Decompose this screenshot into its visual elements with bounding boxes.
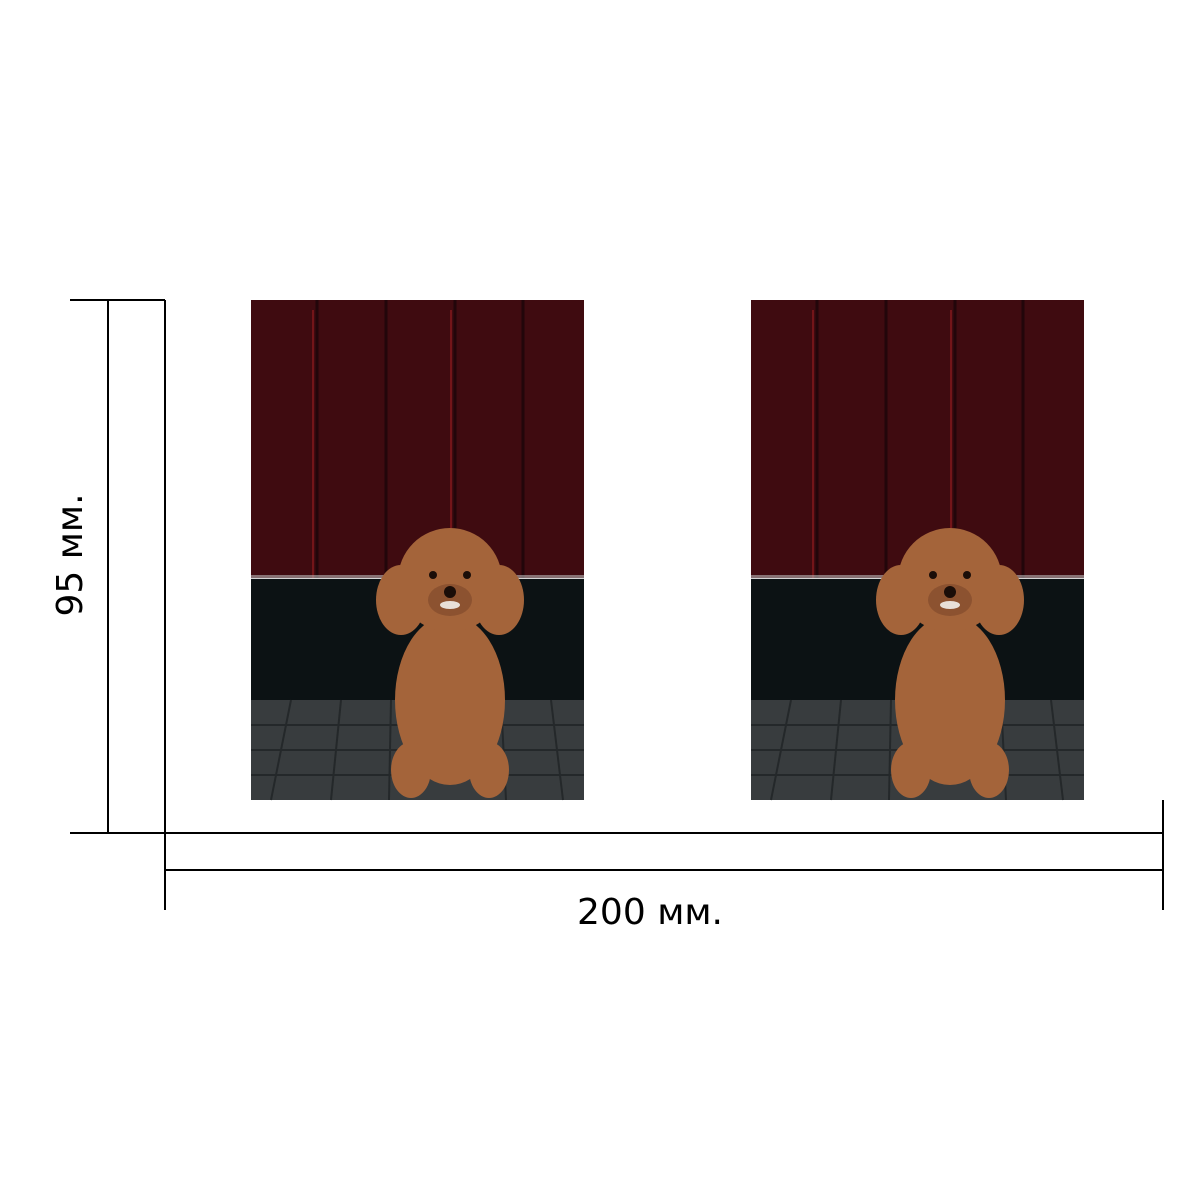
height-dimension	[70, 299, 166, 834]
photo-right	[749, 298, 1086, 802]
photo-left	[249, 298, 586, 802]
height-label: 95 мм.	[50, 493, 91, 616]
width-label: 200 мм.	[577, 892, 723, 933]
width-dimension	[164, 800, 1164, 910]
